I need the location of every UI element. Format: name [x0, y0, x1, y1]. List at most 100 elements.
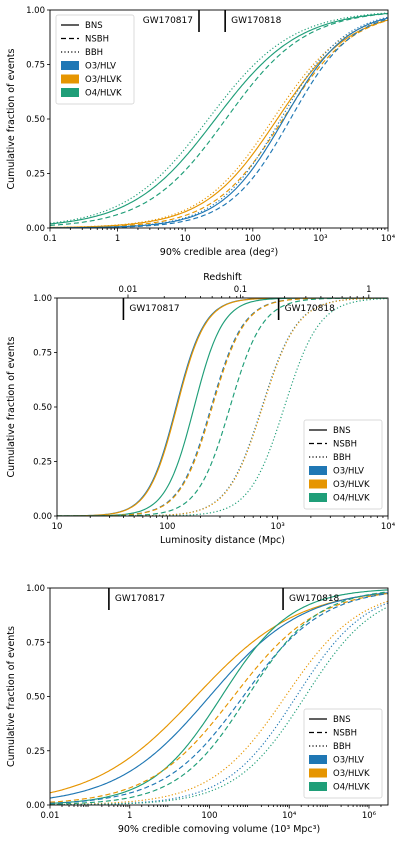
y-tick-label: 1.00 — [26, 584, 45, 594]
y-tick-label: 0.25 — [26, 170, 45, 180]
redshift-tick-label: 0.01 — [119, 285, 138, 295]
legend-label: NSBH — [333, 729, 357, 739]
x-tick-label: 10³ — [271, 522, 285, 532]
legend-label: NSBH — [85, 35, 109, 45]
x-tick-label: 0.01 — [41, 811, 60, 821]
redshift-tick-label: 1 — [366, 285, 371, 295]
event-label: GW170818 — [289, 594, 340, 604]
legend-color-swatch — [309, 755, 327, 764]
legend-label: O4/HLVK — [85, 89, 122, 99]
chart-panel-area: 0.00 0.25 0.50 0.75 1.00 0.1 1 10 100 10³ 10⁴ 90% c… — [6, 6, 395, 258]
legend: BNS NSBH BBH O3/HLV O3/HLVK O4/HLVK — [303, 708, 383, 799]
x-axis-label: Luminosity distance (Mpc) — [160, 535, 285, 546]
legend-label: O3/HLVK — [333, 480, 370, 490]
legend-label: O4/HLVK — [333, 494, 370, 504]
series-group — [57, 298, 388, 516]
legend-color-swatch — [309, 493, 327, 502]
legend-label: O4/HLVK — [333, 783, 370, 793]
legend-label: BBH — [85, 48, 103, 58]
x-axis-label: 90% credible area (deg²) — [160, 247, 278, 258]
event-label: GW170817 — [115, 594, 165, 604]
series-line-o4-hlvk-nsbh — [50, 13, 388, 226]
series-group — [50, 589, 388, 805]
series-line-o3-hlvk-nsbh — [50, 592, 388, 803]
x-tick-label: 1 — [127, 811, 132, 821]
y-tick-label: 0.25 — [33, 458, 52, 468]
y-tick-label: 0.50 — [33, 403, 52, 413]
series-line-o4-hlvk-bns — [50, 12, 388, 225]
x-tick-label: 100 — [201, 811, 217, 821]
chart-panel-volume: 0.00 0.25 0.50 0.75 1.00 0.01 1 100 10⁴ 10⁶ 90% cr… — [6, 584, 389, 835]
series-line-o3-hlv-bbh — [50, 16, 388, 228]
series-line-o3-hlv-bns — [50, 592, 388, 799]
series-line-o3-hlvk-nsbh — [50, 19, 388, 228]
legend-color-swatch — [61, 61, 79, 70]
series-line-o3-hlv-nsbh — [50, 18, 388, 228]
series-line-o4-hlvk-bbh — [57, 298, 388, 516]
y-tick-label: 0.75 — [26, 61, 45, 71]
y-tick-label: 0.00 — [33, 512, 52, 522]
legend-color-swatch — [309, 782, 327, 791]
series-line-o4-hlvk-nsbh — [50, 591, 388, 805]
y-tick-label: 0.75 — [26, 638, 45, 648]
event-label: GW170818 — [285, 304, 336, 314]
x-tick-label: 10⁴ — [381, 234, 395, 244]
event-label: GW170817 — [143, 16, 193, 26]
x-tick-label: 10⁴ — [381, 522, 395, 532]
x-tick-label: 10⁶ — [362, 811, 377, 821]
y-tick-label: 0.00 — [26, 224, 45, 234]
legend-color-swatch — [309, 479, 327, 489]
chart-panel-distance: 0.00 0.25 0.50 0.75 1.00 10 100 10³ 10⁴ Luminosit… — [6, 272, 395, 546]
x-tick-label: 10 — [52, 522, 63, 532]
redshift-axis-label: Redshift — [203, 272, 242, 283]
x-tick-label: 0.1 — [43, 234, 57, 244]
y-tick-label: 0.75 — [33, 349, 52, 359]
series-line-o3-hlvk-bns — [57, 298, 387, 516]
series-line-o3-hlv-nsbh — [50, 593, 388, 804]
x-tick-label: 100 — [159, 522, 175, 532]
series-group — [50, 12, 388, 228]
legend-color-swatch — [309, 768, 327, 778]
legend-label: BBH — [333, 453, 351, 463]
legend-color-swatch — [61, 88, 79, 97]
series-line-o3-hlvk-bbh — [50, 600, 388, 805]
legend: BNS NSBH BBH O3/HLV O3/HLVK O4/HLVK — [303, 419, 383, 510]
x-tick-label: 10³ — [313, 234, 327, 244]
series-line-o4-hlvk-nsbh — [57, 298, 387, 516]
series-line-o3-hlv-bbh — [50, 602, 388, 805]
legend-label: BNS — [333, 426, 351, 436]
legend-color-swatch — [309, 466, 327, 475]
x-tick-label: 10 — [180, 234, 191, 244]
legend-label: BNS — [333, 715, 351, 725]
y-tick-label: 1.00 — [33, 294, 52, 304]
legend-label: BNS — [85, 21, 103, 31]
event-label: GW170818 — [231, 16, 282, 26]
redshift-tick-label: 0.1 — [234, 285, 248, 295]
legend-label: BBH — [333, 742, 351, 752]
legend-label: O3/HLVK — [85, 75, 122, 85]
x-axis-label: 90% credible comoving volume (10³ Mpc³) — [118, 824, 320, 835]
x-tick-label: 10⁴ — [282, 811, 297, 821]
legend-label: O3/HLV — [333, 756, 364, 766]
legend-label: O3/HLV — [85, 62, 116, 72]
y-axis-label: Cumulative fraction of events — [6, 626, 17, 767]
y-axis-label: Cumulative fraction of events — [6, 336, 17, 477]
series-line-o3-hlvk-bbh — [50, 18, 388, 228]
legend-label: O3/HLV — [333, 467, 364, 477]
legend-color-swatch — [61, 74, 79, 84]
y-axis-label: Cumulative fraction of events — [6, 48, 17, 189]
legend-label: O3/HLVK — [333, 769, 370, 779]
y-tick-label: 0.50 — [26, 693, 45, 703]
y-tick-label: 0.00 — [26, 801, 45, 811]
legend-label: NSBH — [333, 440, 357, 450]
series-line-o4-hlvk-bbh — [50, 12, 388, 224]
x-tick-label: 100 — [245, 234, 261, 244]
y-tick-label: 1.00 — [26, 6, 45, 16]
legend: BNS NSBH BBH O3/HLV O3/HLVK O4/HLVK — [55, 14, 135, 105]
y-tick-label: 0.50 — [26, 115, 45, 125]
series-line-o4-hlvk-bns — [57, 298, 387, 516]
series-line-o4-hlvk-bns — [50, 589, 388, 804]
x-tick-label: 1 — [115, 234, 120, 244]
y-tick-label: 0.25 — [26, 747, 45, 757]
